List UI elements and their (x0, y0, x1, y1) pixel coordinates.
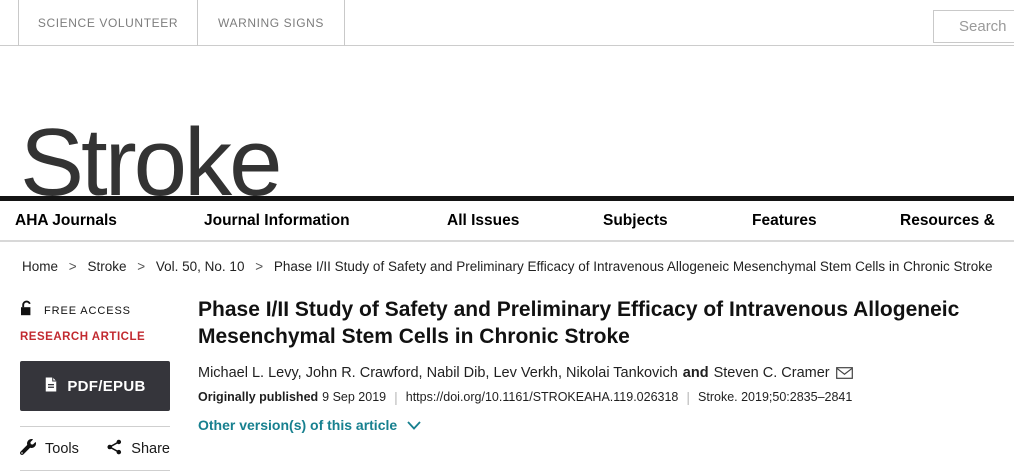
document-icon (44, 376, 58, 397)
doi-link[interactable]: https://doi.org/10.1161/STROKEAHA.119.02… (405, 390, 679, 404)
citation-text: Stroke. 2019;50:2835–2841 (698, 390, 853, 404)
wrench-icon (19, 438, 36, 459)
published-label: Originally published (198, 390, 319, 404)
nav-item-features[interactable]: Features (752, 211, 817, 229)
and-connector: and (682, 365, 709, 381)
free-access-label: FREE ACCESS (44, 304, 131, 317)
search-input[interactable] (933, 10, 1014, 43)
pdf-epub-button[interactable]: PDF/EPUB (20, 361, 170, 411)
breadcrumb-current-article: Phase I/II Study of Safety and Prelimina… (273, 259, 993, 274)
share-button[interactable]: Share (107, 439, 170, 459)
journal-masthead: Stroke (0, 47, 1014, 211)
main-nav: AHA Journals Journal Information All Iss… (0, 196, 1014, 242)
journal-logo[interactable]: Stroke (20, 109, 282, 216)
corresponding-author[interactable]: Steven C. Cramer (713, 365, 830, 381)
nav-item-journal-information[interactable]: Journal Information (204, 211, 350, 229)
share-nodes-icon (107, 439, 122, 459)
breadcrumb-link-volume[interactable]: Vol. 50, No. 10 (155, 259, 245, 274)
nav-item-resources[interactable]: Resources & (900, 211, 995, 229)
article-header: Phase I/II Study of Safety and Prelimina… (198, 296, 990, 433)
tools-button[interactable]: Tools (19, 438, 79, 459)
other-versions-toggle[interactable]: Other version(s) of this article (198, 417, 990, 433)
pub-divider: | (394, 389, 398, 405)
author-names[interactable]: Michael L. Levy, John R. Crawford, Nabil… (198, 365, 678, 381)
email-envelope-icon[interactable] (835, 367, 853, 379)
share-label: Share (131, 440, 170, 457)
nav-item-subjects[interactable]: Subjects (603, 211, 668, 229)
breadcrumb-link-stroke[interactable]: Stroke (87, 259, 127, 274)
open-lock-icon (20, 300, 36, 321)
breadcrumb-separator: > (68, 259, 77, 274)
tools-label: Tools (45, 440, 79, 457)
sidebar-divider (20, 426, 170, 427)
authors-line: Michael L. Levy, John R. Crawford, Nabil… (198, 365, 990, 381)
breadcrumb-separator: > (255, 259, 264, 274)
pub-divider: | (686, 389, 691, 405)
article-title: Phase I/II Study of Safety and Prelimina… (198, 298, 960, 348)
top-utility-bar: SCIENCE VOLUNTEER WARNING SIGNS (0, 0, 1014, 46)
topbar-tab-warning-signs[interactable]: WARNING SIGNS (198, 0, 345, 46)
article-sidebar: FREE ACCESS RESEARCH ARTICLE PDF/EPUB To… (19, 298, 170, 471)
topbar-tab-science-volunteer[interactable]: SCIENCE VOLUNTEER (18, 0, 198, 46)
breadcrumb-link-home[interactable]: Home (22, 259, 59, 274)
breadcrumb: Home > Stroke > Vol. 50, No. 10 > Phase … (22, 259, 1002, 274)
nav-item-all-issues[interactable]: All Issues (447, 211, 520, 229)
tools-share-row: Tools Share (19, 427, 170, 470)
nav-item-aha-journals[interactable]: AHA Journals (15, 211, 117, 229)
published-date: 9 Sep 2019 (322, 390, 387, 404)
article-type-label: RESEARCH ARTICLE (20, 331, 146, 343)
chevron-down-icon (407, 417, 421, 433)
free-access-badge: FREE ACCESS (20, 300, 170, 321)
other-versions-label: Other version(s) of this article (198, 417, 398, 433)
breadcrumb-separator: > (137, 259, 146, 274)
publication-line: Originally published 9 Sep 2019 | https:… (198, 389, 990, 405)
pdf-epub-label: PDF/EPUB (67, 377, 146, 395)
